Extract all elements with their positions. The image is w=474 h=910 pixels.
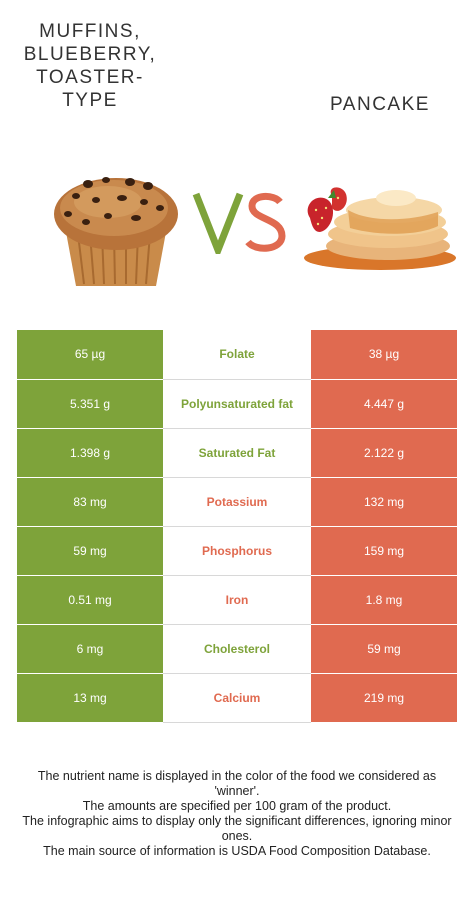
footnotes: The nutrient name is displayed in the co… xyxy=(14,769,460,859)
muffin-image xyxy=(54,177,178,286)
left-value-cell: 6 mg xyxy=(17,624,163,674)
right-value-cell: 1.8 mg xyxy=(311,575,457,625)
table-row: 59 mg Phosphorus 159 mg xyxy=(17,526,457,576)
nutrient-name-cell: Calcium xyxy=(163,673,311,723)
left-food-title: MUFFINS, BLUEBERRY, TOASTER-TYPE xyxy=(23,21,157,111)
right-value-cell: 4.447 g xyxy=(311,379,457,429)
nutrient-name-cell: Iron xyxy=(163,575,311,625)
vs-logo xyxy=(192,192,286,254)
right-value-cell: 38 µg xyxy=(311,330,457,380)
left-value-cell: 13 mg xyxy=(17,673,163,723)
right-value-cell: 219 mg xyxy=(311,673,457,723)
comparison-table: 65 µg Folate 38 µg 5.351 g Polyunsaturated f… xyxy=(17,330,457,723)
left-value-cell: 59 mg xyxy=(17,526,163,576)
nutrient-name-cell: Cholesterol xyxy=(163,624,311,674)
table-row: 83 mg Potassium 132 mg xyxy=(17,477,457,527)
footnote-line: The amounts are specified per 100 gram o… xyxy=(82,799,392,813)
nutrient-name-cell: Saturated Fat xyxy=(163,428,311,478)
left-value-cell: 0.51 mg xyxy=(17,575,163,625)
left-value-cell: 1.398 g xyxy=(17,428,163,478)
right-value-cell: 2.122 g xyxy=(311,428,457,478)
nutrient-name-cell: Potassium xyxy=(163,477,311,527)
footnote-line: The nutrient name is displayed in the co… xyxy=(37,769,437,798)
table-row: 6 mg Cholesterol 59 mg xyxy=(17,624,457,674)
table-row: 5.351 g Polyunsaturated fat 4.447 g xyxy=(17,379,457,429)
right-value-cell: 59 mg xyxy=(311,624,457,674)
left-value-cell: 5.351 g xyxy=(17,379,163,429)
right-food-title: PANCAKE xyxy=(330,94,430,115)
nutrient-name-cell: Phosphorus xyxy=(163,526,311,576)
footnote-line: The main source of information is USDA F… xyxy=(43,844,431,858)
left-value-cell: 83 mg xyxy=(17,477,163,527)
right-value-cell: 159 mg xyxy=(311,526,457,576)
nutrient-name-cell: Polyunsaturated fat xyxy=(163,379,311,429)
footnote-line: The infographic aims to display only the… xyxy=(22,814,452,843)
table-row: 13 mg Calcium 219 mg xyxy=(17,673,457,723)
table-row: 1.398 g Saturated Fat 2.122 g xyxy=(17,428,457,478)
table-row: 0.51 mg Iron 1.8 mg xyxy=(17,575,457,625)
pancake-image xyxy=(304,187,456,270)
nutrient-name-cell: Folate xyxy=(163,330,311,380)
table-row: 65 µg Folate 38 µg xyxy=(17,330,457,380)
right-value-cell: 132 mg xyxy=(311,477,457,527)
left-value-cell: 65 µg xyxy=(17,330,163,380)
